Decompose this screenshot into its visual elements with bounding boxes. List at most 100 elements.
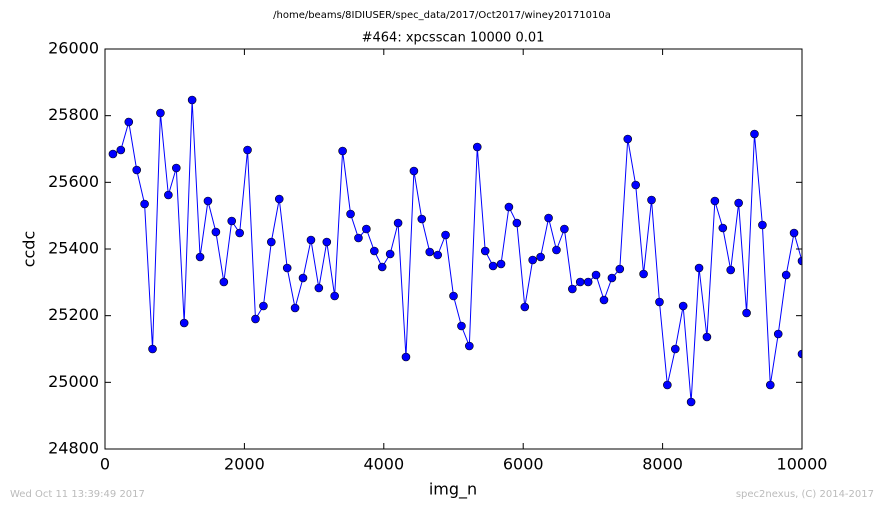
data-point [203,196,213,206]
data-point [409,166,419,176]
data-point [615,264,625,274]
data-point [773,329,783,339]
data-point [108,149,118,159]
y-tick-label: 25800 [48,105,99,124]
data-point [164,190,173,200]
data-point [385,249,395,259]
data-point [449,291,458,301]
data-point [789,228,799,238]
data-point [710,196,720,206]
data-point [172,163,181,173]
data-point [750,129,759,139]
data-point [686,397,696,407]
data-point [718,223,728,233]
data-point [298,273,308,283]
data-point [758,220,767,230]
data-point [480,246,490,256]
data-point [797,256,802,266]
data-point [607,273,617,283]
x-tick-label: 10000 [777,455,828,474]
data-point [211,227,221,237]
y-tick-label: 25600 [48,172,99,191]
data-point [639,269,648,279]
data-point [734,198,743,208]
credit: spec2nexus, (C) 2014-2017 [736,489,874,500]
data-point [219,277,229,287]
data-point [290,303,300,313]
data-point [235,228,244,238]
data-point [623,134,633,144]
x-tick-label: 6000 [503,455,544,474]
data-point [401,352,411,362]
x-tick-label: 0 [100,455,110,474]
data-point [663,380,672,390]
data-point [140,199,149,209]
data-point [274,194,284,204]
data-point [647,195,656,205]
suptitle: /home/beams/8IDIUSER/spec_data/2017/Oct2… [273,10,611,21]
data-point [259,301,268,311]
data-point [306,235,316,245]
data-point [417,214,427,224]
data-point [354,233,363,243]
data-point [781,270,791,280]
data-point [599,295,609,305]
y-axis-label: ccdc [20,231,39,268]
data-point [520,302,530,312]
data-point [670,344,680,354]
data-point [583,277,593,287]
data-point [179,318,189,328]
data-point [472,142,482,152]
data-point [536,252,545,262]
x-tick-label: 2000 [224,455,265,474]
data-point [742,308,751,318]
data-point [346,209,355,219]
data-point [544,213,553,223]
data-point [702,332,712,342]
data-point [393,218,403,228]
timestamp: Wed Oct 11 13:39:49 2017 [10,489,145,500]
data-point [552,245,561,255]
data-point [124,117,134,127]
data-point [243,145,252,155]
data-point [678,301,688,311]
y-tick-label: 26000 [48,39,99,58]
y-tick-label: 24800 [48,439,99,458]
data-point [338,146,347,156]
y-tick-label: 25200 [48,305,99,324]
data-point [568,284,577,294]
data-point [425,247,435,257]
chart-title: #464: xpcsscan 10000 0.01 [362,31,545,46]
data-point [227,216,237,226]
data-point [377,262,387,272]
data-point [655,297,664,307]
data-point [488,261,498,271]
data-point [195,252,205,262]
data-point [282,263,292,273]
data-point [512,218,522,228]
data-point [148,344,157,354]
data-point [560,224,569,234]
x-axis-label: img_n [429,480,477,500]
data-point [314,283,324,293]
data-point [433,250,442,260]
data-point [528,255,537,265]
data-point [575,277,585,287]
data-point [116,145,126,155]
data-point [504,202,514,212]
data-point [267,237,276,247]
data-point [251,314,260,324]
data-point [457,321,466,331]
axes-frame [104,48,803,450]
x-tick-label: 4000 [363,455,404,474]
data-point [322,237,332,247]
y-tick-label: 25000 [48,372,99,391]
x-tick-label: 8000 [642,455,683,474]
data-point [330,291,339,301]
data-line [112,99,802,403]
data-point [797,349,802,359]
data-point [631,180,640,190]
data-point [765,380,775,390]
data-point [465,341,474,351]
